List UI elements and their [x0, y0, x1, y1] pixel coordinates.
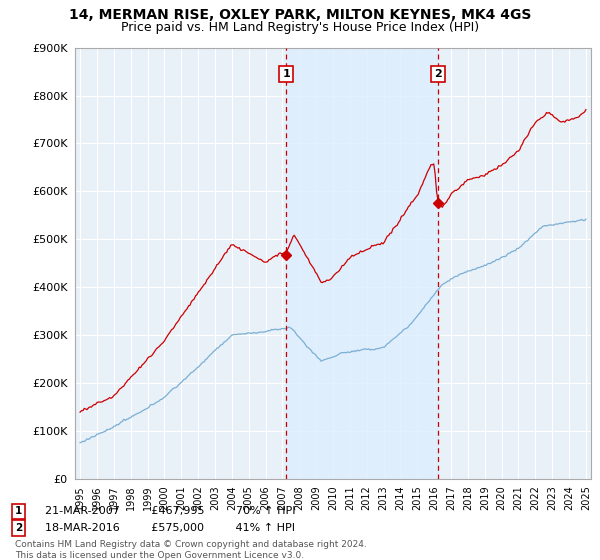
- Text: Price paid vs. HM Land Registry's House Price Index (HPI): Price paid vs. HM Land Registry's House …: [121, 21, 479, 34]
- Text: 1: 1: [15, 506, 22, 516]
- Text: 18-MAR-2016         £575,000         41% ↑ HPI: 18-MAR-2016 £575,000 41% ↑ HPI: [45, 523, 295, 533]
- Text: 14, MERMAN RISE, OXLEY PARK, MILTON KEYNES, MK4 4GS: 14, MERMAN RISE, OXLEY PARK, MILTON KEYN…: [69, 8, 531, 22]
- Text: 2: 2: [15, 523, 22, 533]
- Text: Contains HM Land Registry data © Crown copyright and database right 2024.
This d: Contains HM Land Registry data © Crown c…: [15, 540, 367, 559]
- Bar: [286, 48, 438, 479]
- Text: 1: 1: [282, 69, 290, 79]
- Text: 21-MAR-2007         £467,995         70% ↑ HPI: 21-MAR-2007 £467,995 70% ↑ HPI: [45, 506, 296, 516]
- Text: 2: 2: [434, 69, 442, 79]
